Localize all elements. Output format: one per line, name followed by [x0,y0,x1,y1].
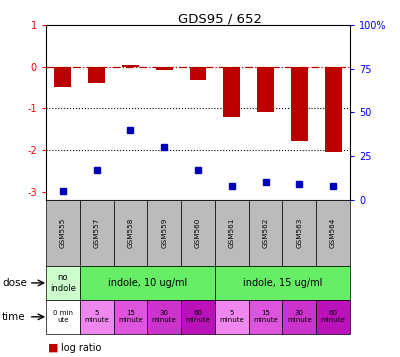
Text: GSM560: GSM560 [195,218,201,248]
Text: GSM559: GSM559 [161,218,167,248]
Text: 30
minute: 30 minute [152,310,176,323]
Text: 15
minute: 15 minute [118,310,143,323]
Text: 60
minute: 60 minute [321,310,346,323]
Text: 15
minute: 15 minute [253,310,278,323]
Text: GDS95 / 652: GDS95 / 652 [178,12,262,25]
Bar [223,67,240,117]
Bar [156,67,173,70]
Text: GSM563: GSM563 [296,218,302,248]
Text: 30
minute: 30 minute [287,310,312,323]
Text: GSM558: GSM558 [128,218,134,248]
Text: indole, 15 ug/ml: indole, 15 ug/ml [243,278,322,288]
Text: GSM564: GSM564 [330,218,336,248]
Text: GSM555: GSM555 [60,218,66,248]
Bar [257,67,274,112]
Text: 5
minute: 5 minute [84,310,109,323]
Text: time: time [2,312,26,322]
Bar [291,67,308,141]
Text: ■: ■ [48,343,58,353]
Bar [190,67,206,80]
Text: indole, 10 ug/ml: indole, 10 ug/ml [108,278,187,288]
Text: 5
minute: 5 minute [220,310,244,323]
Text: 60
minute: 60 minute [186,310,210,323]
Text: 0 min
ute: 0 min ute [53,310,73,323]
Text: GSM561: GSM561 [229,218,235,248]
Bar [122,65,139,67]
Text: log ratio: log ratio [61,343,102,353]
Text: no
indole: no indole [50,273,76,293]
Bar [54,67,71,87]
Bar [88,67,105,83]
Bar [325,67,342,152]
Text: GSM562: GSM562 [262,218,268,248]
Text: GSM557: GSM557 [94,218,100,248]
Text: dose: dose [2,278,27,288]
